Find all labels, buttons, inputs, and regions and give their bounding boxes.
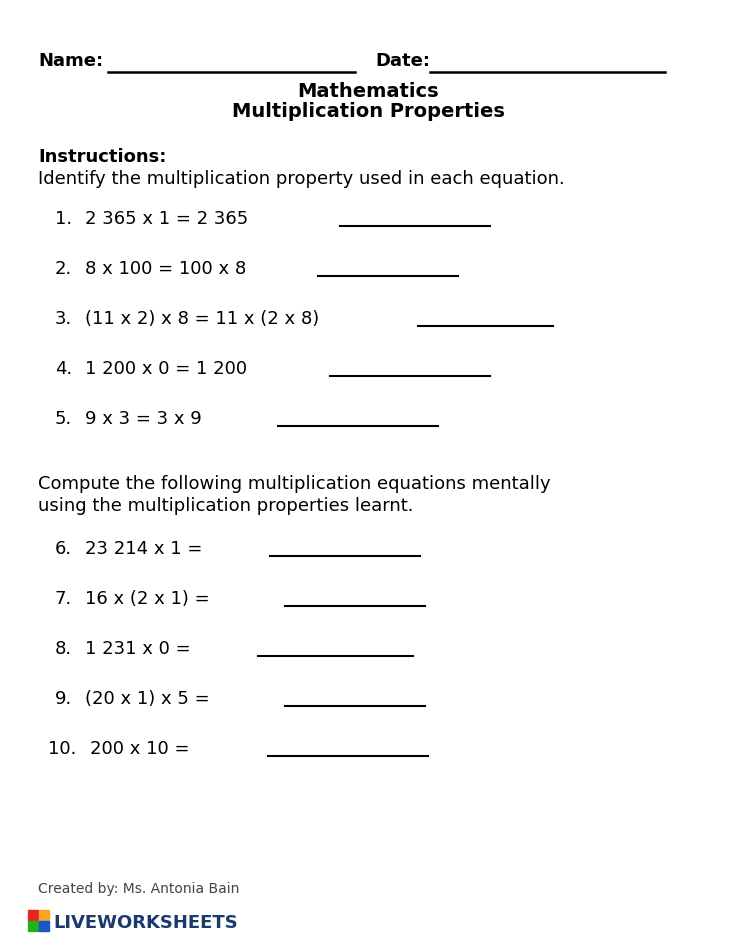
Text: 10.: 10. xyxy=(48,740,77,758)
Text: 1.: 1. xyxy=(55,210,72,228)
Text: 3.: 3. xyxy=(55,310,72,328)
Text: Multiplication Properties: Multiplication Properties xyxy=(232,102,504,121)
Text: 5.: 5. xyxy=(55,410,72,428)
Text: (20 x 1) x 5 =: (20 x 1) x 5 = xyxy=(85,690,210,708)
Text: Date:: Date: xyxy=(375,52,430,70)
Text: Created by: Ms. Antonia Bain: Created by: Ms. Antonia Bain xyxy=(38,882,239,896)
Text: 200 x 10 =: 200 x 10 = xyxy=(90,740,189,758)
Text: Name:: Name: xyxy=(38,52,103,70)
Text: 2.: 2. xyxy=(55,260,72,278)
Bar xyxy=(28,910,38,920)
Text: 1 231 x 0 =: 1 231 x 0 = xyxy=(85,640,191,658)
Text: Identify the multiplication property used in each equation.: Identify the multiplication property use… xyxy=(38,170,565,188)
Text: 9.: 9. xyxy=(55,690,72,708)
Text: Compute the following multiplication equations mentally: Compute the following multiplication equ… xyxy=(38,475,551,493)
Text: 1 200 x 0 = 1 200: 1 200 x 0 = 1 200 xyxy=(85,360,247,378)
Text: 8 x 100 = 100 x 8: 8 x 100 = 100 x 8 xyxy=(85,260,247,278)
Text: Instructions:: Instructions: xyxy=(38,148,166,166)
Text: 7.: 7. xyxy=(55,590,72,608)
Text: LIVEWORKSHEETS: LIVEWORKSHEETS xyxy=(53,914,238,932)
Bar xyxy=(39,910,49,920)
Text: 23 214 x 1 =: 23 214 x 1 = xyxy=(85,540,202,558)
Text: 6.: 6. xyxy=(55,540,72,558)
Text: 16 x (2 x 1) =: 16 x (2 x 1) = xyxy=(85,590,210,608)
Text: Mathematics: Mathematics xyxy=(297,82,439,101)
Text: (11 x 2) x 8 = 11 x (2 x 8): (11 x 2) x 8 = 11 x (2 x 8) xyxy=(85,310,319,328)
Text: 4.: 4. xyxy=(55,360,72,378)
Text: 8.: 8. xyxy=(55,640,72,658)
Bar xyxy=(28,921,38,931)
Text: using the multiplication properties learnt.: using the multiplication properties lear… xyxy=(38,497,414,515)
Text: 9 x 3 = 3 x 9: 9 x 3 = 3 x 9 xyxy=(85,410,202,428)
Text: 2 365 x 1 = 2 365: 2 365 x 1 = 2 365 xyxy=(85,210,248,228)
Bar xyxy=(39,921,49,931)
